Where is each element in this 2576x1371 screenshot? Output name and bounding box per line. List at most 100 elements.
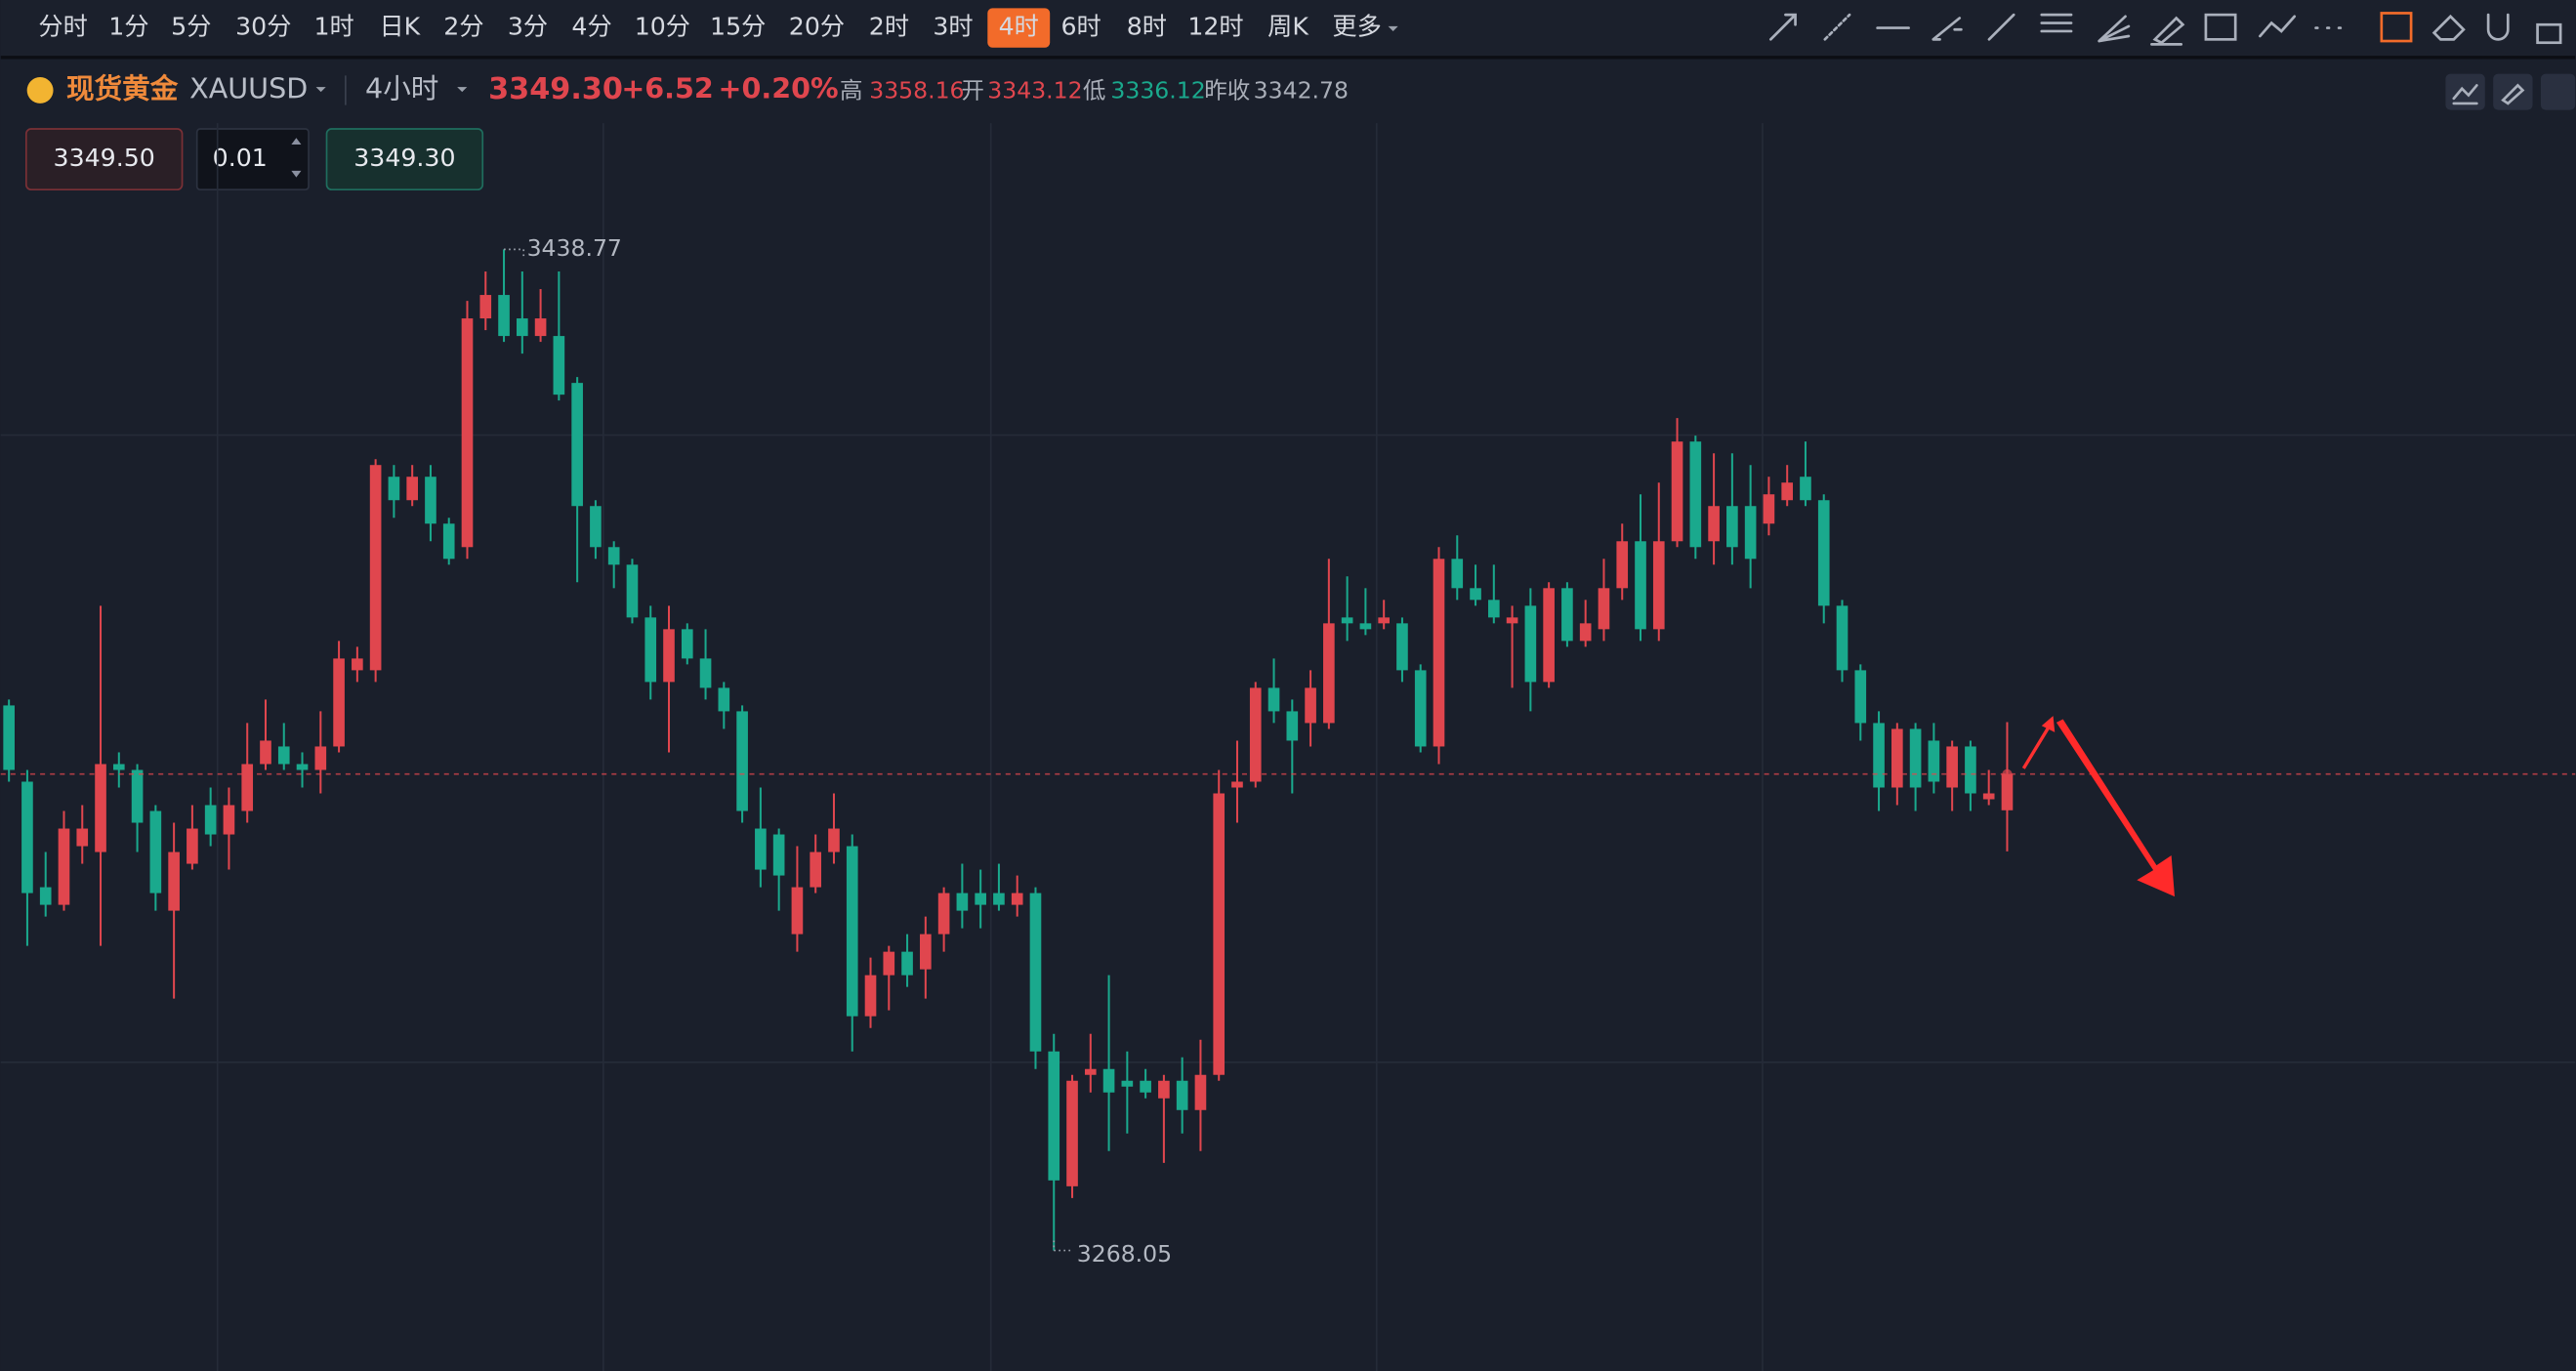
high-leader [504,248,525,260]
candle-body [131,769,144,823]
period-dropdown[interactable] [457,87,468,93]
candle-body [461,318,474,548]
tool-pen[interactable] [2150,16,2185,46]
tool-eraser[interactable] [2431,14,2466,41]
candle-body [1965,746,1976,794]
tool-indicator[interactable] [2259,15,2297,38]
drawn-arrow [2021,716,2175,897]
gold-icon [26,77,54,104]
candle-body [168,852,180,911]
candle-body [187,828,198,864]
price-change-pct: +0.20% [719,71,839,104]
tool-image[interactable] [2204,13,2237,41]
interval[interactable]: 分时 [38,13,87,41]
candle-body [1084,1068,1097,1075]
candle-body [993,893,1005,905]
tool-arrow[interactable] [1768,13,1797,41]
tool-line[interactable] [1987,13,2015,41]
open-value: 3343.12 [987,77,1082,104]
candle-body [406,477,418,501]
candle-body [553,336,565,395]
interval[interactable]: 3分 [508,13,548,41]
candle-body [1671,441,1683,542]
tool-ray[interactable] [1823,13,1851,41]
bid-price[interactable]: 3349.30 [353,144,455,172]
grid [0,123,2576,1371]
candle-body [333,658,345,747]
candle-body [1451,559,1464,589]
interval[interactable]: 15分 [710,13,766,41]
tool-magnet[interactable] [2486,13,2510,41]
control-settings[interactable] [2540,73,2576,110]
candle-body [1800,477,1811,501]
candle-body [1011,893,1023,905]
candle-body [1029,893,1042,1052]
tool-edit[interactable] [2380,12,2413,43]
interval[interactable]: 2时 [869,13,909,41]
interval[interactable]: 1分 [108,13,148,41]
interval[interactable]: 8时 [1127,13,1167,41]
instrument-name: 现货黄金 [66,71,179,104]
interval[interactable]: 10分 [635,13,690,41]
candle-body [1102,1068,1115,1093]
chart-controls[interactable] [2445,73,2576,110]
interval[interactable]: 更多 [1332,13,1381,41]
interval[interactable]: 日K [379,13,421,41]
candle-body [1194,1074,1207,1110]
interval[interactable]: 12时 [1187,13,1243,41]
candle-body [1854,670,1867,724]
candle-body [1689,441,1702,548]
high-label: 3438.77 [527,234,622,262]
interval[interactable]: 周K [1267,13,1309,41]
candle-body [1744,506,1757,560]
candle-body [1231,781,1243,788]
interval[interactable]: 5分 [171,13,211,41]
candle-body [1635,541,1646,630]
icon [2501,83,2525,105]
candle-body [1121,1080,1134,1087]
symbol-dropdown[interactable] [315,87,326,93]
tool-fib[interactable] [2040,13,2073,33]
tool-segment[interactable] [1932,17,1963,41]
toolbar [0,0,2576,57]
candle-body [296,764,309,770]
bid-button[interactable] [325,128,484,191]
arrow-up [2021,721,2054,769]
ask-price[interactable]: 3349.50 [54,144,155,172]
interval[interactable]: 4分 [571,13,611,41]
candle-body [755,828,767,870]
ask-button[interactable] [24,128,184,191]
symbol[interactable]: XAUUSD [189,71,308,104]
interval[interactable]: 1时 [313,13,353,41]
candle-body [1341,617,1353,624]
candle-body [1836,605,1849,671]
low-leader [1053,1240,1074,1252]
candle-body [479,295,492,319]
interval[interactable]: 20分 [789,13,845,41]
candle-body [277,746,290,765]
interval[interactable]: 2分 [443,13,483,41]
tool-fan[interactable] [2098,15,2131,43]
tool-lock[interactable] [2536,22,2562,45]
interval[interactable]: 6时 [1061,13,1101,41]
candle-body [1543,588,1555,683]
high-value: 3358.16 [869,77,964,104]
period[interactable]: 4小时 [365,71,438,104]
interval-bar: 分时 1分 5分 30分 1时 日K 2分 3分 4分 10分 15分 20分 2时 3时 4时 6时 8时 12… [38,8,1398,48]
drawing-tools[interactable] [1768,12,2562,46]
candle-body [663,629,675,683]
candle-body [1470,588,1481,601]
interval[interactable]: 30分 [235,13,291,41]
low-value: 3336.12 [1110,77,1205,104]
candle-body [1213,793,1226,1075]
quantity[interactable]: 0.01 [213,144,268,172]
interval[interactable]: 4时 [999,13,1039,41]
quantity-input[interactable] [195,128,310,191]
candle-body [571,383,583,507]
candle-body [1396,623,1408,671]
candle-body [828,828,840,852]
interval[interactable]: 3时 [933,13,973,41]
candle-body [425,477,436,524]
candle-body [516,318,528,337]
